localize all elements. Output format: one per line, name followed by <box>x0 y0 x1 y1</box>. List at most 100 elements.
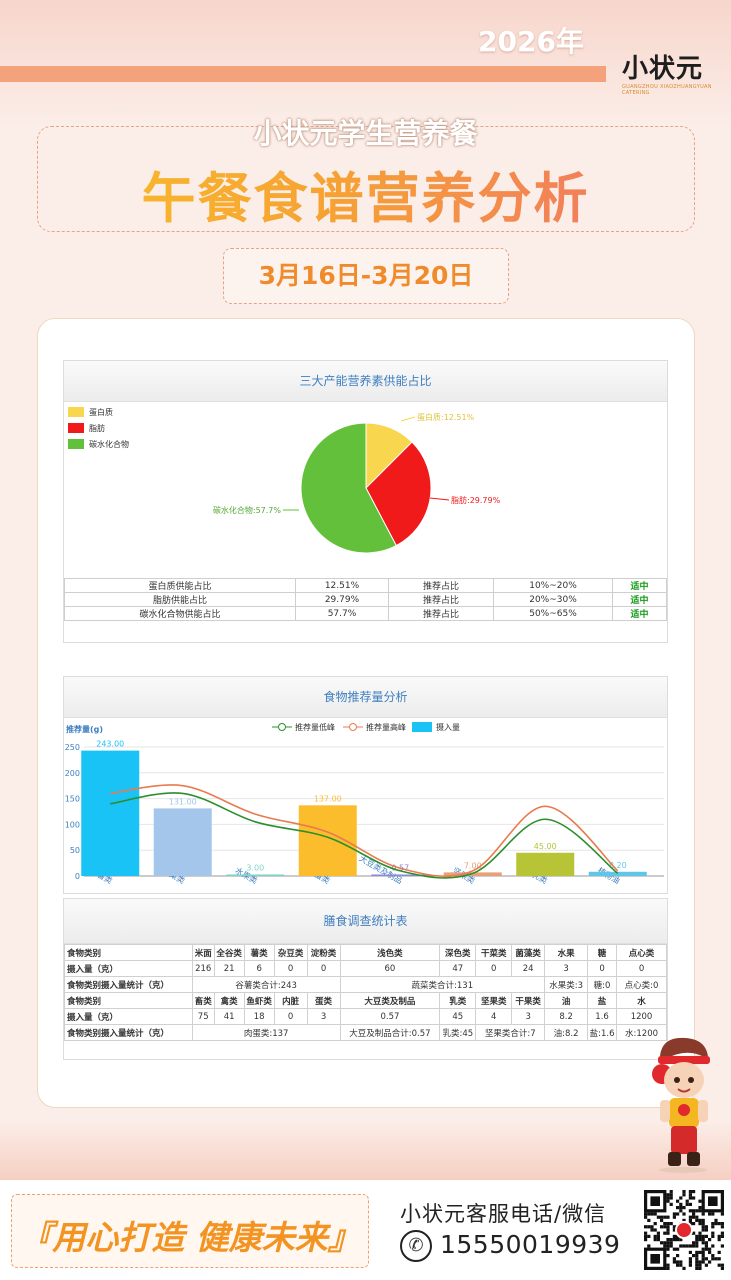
legend-swatch-carb <box>68 439 84 449</box>
stat-cell: 杂豆类 <box>273 944 308 961</box>
pie-leader-protein <box>400 416 416 422</box>
stat-cell: 盐:1.6 <box>587 1024 618 1041</box>
ratio-name: 碳水化合物供能占比 <box>64 606 296 621</box>
bar-value-label: 243.00 <box>96 740 124 749</box>
title-frame <box>37 126 695 232</box>
pie-chart: 蛋白质 脂肪 碳水化合物 蛋白质:12.51% 脂肪:29.79% 碳水化合物:… <box>68 407 501 554</box>
stat-cell: 油 <box>544 992 589 1009</box>
header-background <box>0 0 731 130</box>
stat-cell: 3 <box>306 1008 341 1025</box>
stat-cell: 菌藻类 <box>511 944 546 961</box>
stat-cell: 水果类:3 <box>544 976 589 993</box>
y-tick-label: 0 <box>75 872 80 881</box>
slogan-box: 『用心打造 健康未来』 <box>11 1194 369 1268</box>
stat-cell: 1.6 <box>587 1008 618 1025</box>
y-tick-label: 50 <box>70 846 80 855</box>
ratio-range: 20%~30% <box>493 592 613 607</box>
stat-cell: 8.2 <box>544 1008 589 1025</box>
pie-slice-carb <box>300 422 397 554</box>
pie-label-carb: 碳水化合物:57.7% <box>213 505 282 515</box>
stat-cell: 21 <box>213 960 245 977</box>
stat-cell: 1200 <box>616 1008 667 1025</box>
stat-cell: 食物类别 <box>64 944 193 961</box>
stat-cell: 水 <box>616 992 667 1009</box>
ratio-value: 29.79% <box>295 592 389 607</box>
stat-cell: 0.57 <box>339 1008 441 1025</box>
table-row: 碳水化合物供能占比 57.7% 推荐占比 50%~65% 适中 <box>64 606 667 621</box>
date-range: 3月16日-3月20日 <box>223 248 509 304</box>
legend-low-marker <box>278 723 286 731</box>
stat-cell: 蛋类 <box>306 992 341 1009</box>
service-label: 小状元客服电话/微信 <box>400 1202 607 1226</box>
phone-icon: ✆ <box>400 1230 432 1262</box>
stat-cell: 薯类 <box>243 944 275 961</box>
ratio-range: 10%~20% <box>493 578 613 593</box>
stat-cell: 干果类 <box>511 992 546 1009</box>
series-line-high <box>110 784 619 877</box>
stat-cell: 点心类:0 <box>616 976 667 993</box>
stat-cell: 米面 <box>191 944 215 961</box>
legend-high: 推荐量高峰 <box>366 722 406 732</box>
stat-cell: 摄入量（克） <box>64 960 193 977</box>
legend-intake: 摄入量 <box>436 723 460 732</box>
stat-cell: 鱼虾类 <box>243 992 275 1009</box>
stat-cell: 大豆及制品合计:0.57 <box>339 1024 441 1041</box>
y-axis-label: 推荐量(g) <box>66 724 103 734</box>
page-subtitle: 小状元学生营养餐 <box>253 117 478 150</box>
ratio-status: 适中 <box>612 578 667 593</box>
stat-cell: 肉蛋类:137 <box>191 1024 341 1041</box>
stat-cell: 60 <box>339 960 441 977</box>
y-tick-label: 200 <box>65 769 80 778</box>
ratio-range: 50%~65% <box>493 606 613 621</box>
stat-cell: 深色类 <box>439 944 477 961</box>
stat-cell: 水果 <box>544 944 589 961</box>
table-row: 摄入量（克） 216 21 6 0 0 60 47 0 24 3 0 0 <box>64 960 667 977</box>
table-row: 食物类别摄入量统计（克） 肉蛋类:137 大豆及制品合计:0.57 乳类:45 … <box>64 1024 667 1041</box>
stat-panel: 膳食调查统计表 食物类别 米面 全谷类 薯类 杂豆类 淀粉类 浅色类 深色类 干… <box>63 898 668 1060</box>
intake-bar <box>81 750 140 876</box>
stat-cell: 0 <box>475 960 513 977</box>
table-row: 食物类别摄入量统计（克） 谷薯类合计:243 蔬菜类合计:131 水果类:3 糖… <box>64 976 667 993</box>
stat-cell: 畜类 <box>191 992 215 1009</box>
phone-number[interactable]: 15550019939 <box>440 1230 621 1259</box>
stat-cell: 干菜类 <box>475 944 513 961</box>
bar-value-label: 8.20 <box>609 861 627 870</box>
stat-cell: 内脏 <box>273 992 308 1009</box>
stat-cell: 216 <box>191 960 215 977</box>
ratio-rec-label: 推荐占比 <box>388 592 494 607</box>
stat-cell: 食物类别摄入量统计（克） <box>64 976 193 993</box>
stat-cell: 6 <box>243 960 275 977</box>
stat-cell: 18 <box>243 1008 275 1025</box>
stat-cell: 45 <box>439 1008 477 1025</box>
qr-code-icon[interactable] <box>644 1190 724 1270</box>
bar-panel-title: 食物推荐量分析 <box>64 677 667 718</box>
stat-cell: 油:8.2 <box>544 1024 589 1041</box>
brand-logo: 小状元 GUANGZHOU XIAOZHUANGYUAN CATERING <box>622 54 714 96</box>
stat-cell: 24 <box>511 960 546 977</box>
stat-cell: 谷薯类合计:243 <box>191 976 341 993</box>
stat-cell: 乳类 <box>439 992 477 1009</box>
intake-bar <box>371 874 430 876</box>
bar-value-label: 45.00 <box>534 842 557 851</box>
stat-cell: 0 <box>273 960 308 977</box>
stat-panel-title: 膳食调查统计表 <box>64 899 667 944</box>
intake-bar <box>588 871 647 876</box>
stat-cell: 糖 <box>587 944 618 961</box>
year-label: 2026年 <box>478 25 584 58</box>
ratio-name: 蛋白质供能占比 <box>64 578 296 593</box>
bar-value-label: 3.00 <box>246 863 264 872</box>
bar-legend: 推荐量低峰 推荐量高峰 摄入量 <box>272 722 460 732</box>
stat-cell: 坚果类合计:7 <box>475 1024 546 1041</box>
legend-swatch-protein <box>68 407 84 417</box>
ratio-rec-label: 推荐占比 <box>388 606 494 621</box>
stat-cell: 全谷类 <box>213 944 245 961</box>
legend-carb: 碳水化合物 <box>89 439 129 449</box>
stat-cell: 0 <box>273 1008 308 1025</box>
legend-swatch-fat <box>68 423 84 433</box>
intake-bar <box>226 874 285 876</box>
y-tick-label: 250 <box>65 743 80 752</box>
ratio-rec-label: 推荐占比 <box>388 578 494 593</box>
stat-table: 食物类别 米面 全谷类 薯类 杂豆类 淀粉类 浅色类 深色类 干菜类 菌藻类 水… <box>64 944 667 1041</box>
logo-subtext: GUANGZHOU XIAOZHUANGYUAN CATERING <box>622 84 712 96</box>
stat-cell: 41 <box>213 1008 245 1025</box>
